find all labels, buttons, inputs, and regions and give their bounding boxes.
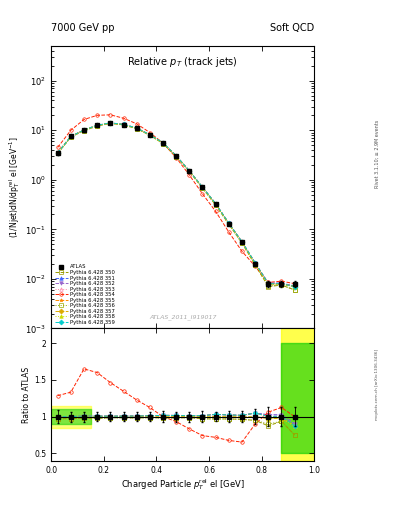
Text: Soft QCD: Soft QCD (270, 23, 314, 33)
Text: Relative $p_{T}$ (track jets): Relative $p_{T}$ (track jets) (127, 55, 238, 69)
X-axis label: Charged Particle $p^{\rm rel}_{T}$ el [GeV]: Charged Particle $p^{\rm rel}_{T}$ el [G… (121, 477, 244, 493)
Y-axis label: (1/Njet)dN/dp$^{\rm rel}_{\rm T}$ el [GeV$^{-1}$]: (1/Njet)dN/dp$^{\rm rel}_{\rm T}$ el [Ge… (7, 136, 22, 238)
Text: ATLAS_2011_I919017: ATLAS_2011_I919017 (149, 314, 217, 320)
Legend: ATLAS, Pythia 6.428 350, Pythia 6.428 351, Pythia 6.428 352, Pythia 6.428 353, P: ATLAS, Pythia 6.428 350, Pythia 6.428 35… (54, 263, 116, 326)
Text: 7000 GeV pp: 7000 GeV pp (51, 23, 115, 33)
Text: mcplots.cern.ch [arXiv:1306.3436]: mcplots.cern.ch [arXiv:1306.3436] (375, 349, 379, 419)
Y-axis label: Ratio to ATLAS: Ratio to ATLAS (22, 367, 31, 423)
Text: Rivet 3.1.10; ≥ 2.9M events: Rivet 3.1.10; ≥ 2.9M events (375, 119, 380, 188)
